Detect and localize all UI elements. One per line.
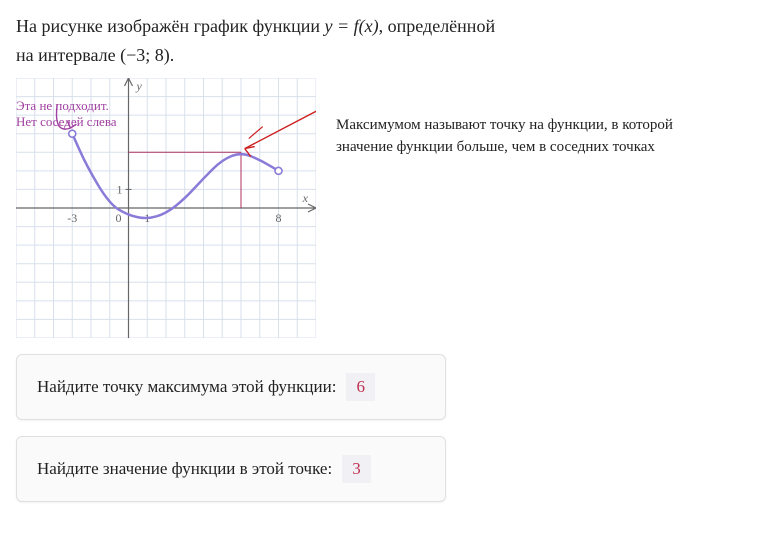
question-1: Найдите точку максимума этой функции: 6 — [16, 354, 446, 420]
annotation-left: Эта не подходит. Нет соседей слева — [16, 98, 117, 132]
annotation-left-line2: Нет соседей слева — [16, 114, 117, 129]
question-2: Найдите значение функции в этой точке: 3 — [16, 436, 446, 502]
content-row: Эта не подходит. Нет соседей слева x y 0 -3… — [16, 78, 768, 338]
problem-statement: На рисунке изображён график функции y = … — [16, 12, 768, 70]
svg-text:y: y — [136, 79, 143, 93]
question-2-label: Найдите значение функции в этой точке: — [37, 459, 332, 479]
problem-line2-pre: на интервале — [16, 45, 120, 65]
problem-interval: (−3; 8) — [120, 45, 170, 65]
annotation-right-line2: значение функции больше, чем в соседних … — [336, 139, 655, 155]
annotation-right-line1: Максимумом называют точку на функции, в … — [336, 117, 673, 133]
problem-line2-post: . — [170, 45, 175, 65]
svg-text:x: x — [302, 191, 309, 205]
question-2-answer[interactable]: 3 — [342, 455, 371, 483]
question-1-answer[interactable]: 6 — [346, 373, 375, 401]
svg-text:0: 0 — [116, 211, 122, 225]
chart-container: Эта не подходит. Нет соседей слева x y 0 -3… — [16, 78, 316, 338]
annotation-left-line1: Эта не подходит. — [16, 98, 109, 113]
svg-text:8: 8 — [276, 211, 282, 225]
problem-line1-pre: На рисунке изображён график функции — [16, 16, 325, 36]
annotation-right: Максимумом называют точку на функции, в … — [336, 114, 768, 338]
problem-formula: y = f(x) — [325, 16, 379, 36]
svg-text:-3: -3 — [67, 211, 77, 225]
problem-line1-post: , определённой — [379, 16, 495, 36]
svg-text:1: 1 — [117, 182, 123, 196]
question-1-label: Найдите точку максимума этой функции: — [37, 377, 336, 397]
